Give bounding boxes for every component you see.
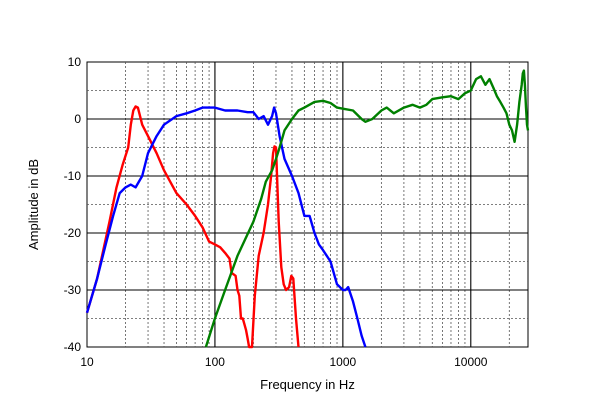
x-tick-label: 10 — [80, 355, 94, 369]
x-axis-label: Frequency in Hz — [260, 377, 355, 392]
y-tick-label: -20 — [64, 226, 82, 240]
y-tick-label: -40 — [64, 340, 82, 354]
y-tick-label: -30 — [64, 283, 82, 297]
y-axis-label: Amplitude in dB — [26, 159, 41, 250]
x-tick-label: 10000 — [454, 355, 488, 369]
x-tick-label: 100 — [205, 355, 225, 369]
series-group — [85, 69, 530, 349]
y-tick-label: -10 — [64, 169, 82, 183]
x-tick-label: 1000 — [330, 355, 357, 369]
grid-lines — [87, 62, 528, 347]
y-tick-label: 0 — [74, 112, 81, 126]
y-tick-labels: 10 0 -10 -20 -30 -40 — [64, 55, 82, 354]
series-line-1 — [85, 105, 300, 349]
series-line-3 — [204, 69, 530, 348]
series-line-2 — [85, 106, 367, 348]
y-tick-label: 10 — [68, 55, 82, 69]
x-tick-labels: 10 100 1000 10000 — [80, 355, 487, 369]
